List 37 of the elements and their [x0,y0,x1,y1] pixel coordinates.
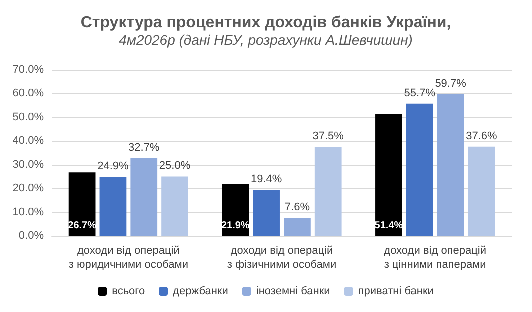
bar [130,158,158,236]
y-tick-label: 10.0% [12,206,44,218]
x-tick-label: доходи від операцій з юридичними особами [68,245,188,271]
bar [376,114,402,236]
data-label: 37.5% [312,130,344,143]
x-tick-label: доходи від операцій з цінними паперами [384,245,487,271]
data-label: 24.9% [98,160,130,172]
legend-label: іноземні банки [256,286,330,298]
legend-label: приватні банки [358,286,434,298]
y-tick-label: 20.0% [12,182,44,195]
data-label: 32.7% [128,142,160,154]
data-label: 7.6% [284,201,310,214]
bar [437,94,464,236]
data-label: 51.4% [374,220,404,232]
data-label: 37.6% [466,130,498,142]
y-tick-label: 0.0% [18,230,44,242]
y-tick-label: 50.0% [12,111,44,124]
data-label: 55.7% [404,87,436,100]
x-tick-label: доходи від операцій з фізичними особами [227,245,337,271]
data-label: 59.7% [435,78,467,90]
y-tick-label: 70.0% [12,64,44,76]
bar [406,104,434,236]
bar [314,147,342,236]
bar [162,176,188,236]
legend-label: держбанки [173,286,228,298]
y-tick-label: 30.0% [12,158,44,171]
bar [468,146,496,236]
bar [253,190,280,236]
y-tick-label: 40.0% [12,135,44,148]
chart-subtitle: 4м2026р (дані НБУ, розрахунки А.Шевчишин) [119,32,413,48]
data-label: 19.4% [250,173,282,186]
y-tick-label: 60.0% [12,88,44,100]
data-label: 25.0% [159,160,191,172]
bar [284,218,311,236]
bar [100,176,127,236]
chart-title: Структура процентних доходів банків України, [80,14,452,32]
legend-label: всього [112,286,146,298]
